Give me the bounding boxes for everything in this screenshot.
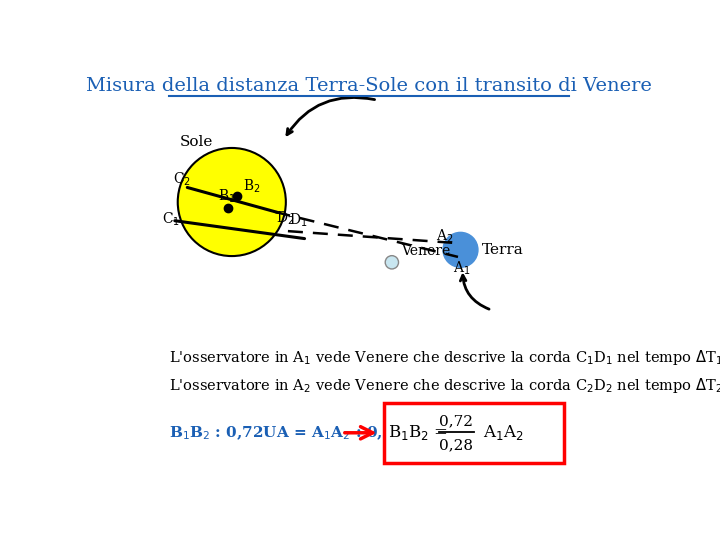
Text: A$_2$: A$_2$ bbox=[436, 227, 454, 245]
Text: Venere: Venere bbox=[401, 244, 450, 258]
Text: L'osservatore in A$_2$ vede Venere che descrive la corda C$_2$D$_2$ nel tempo $\: L'osservatore in A$_2$ vede Venere che d… bbox=[169, 376, 720, 395]
Text: Misura della distanza Terra-Sole con il transito di Venere: Misura della distanza Terra-Sole con il … bbox=[86, 77, 652, 95]
Text: B$_1$B$_2$ : 0,72UA = A$_1$A$_2$ : 0,28UA: B$_1$B$_2$ : 0,72UA = A$_1$A$_2$ : 0,28U… bbox=[169, 424, 431, 442]
Text: C$_1$: C$_1$ bbox=[161, 211, 179, 228]
Circle shape bbox=[443, 232, 478, 267]
Text: A$_1$: A$_1$ bbox=[453, 260, 470, 277]
Text: B$_1$: B$_1$ bbox=[217, 188, 235, 205]
Text: Sole: Sole bbox=[180, 135, 213, 149]
Text: Terra: Terra bbox=[482, 243, 524, 257]
Text: D$_2$: D$_2$ bbox=[276, 210, 294, 227]
FancyBboxPatch shape bbox=[384, 403, 564, 463]
Text: D$_1$: D$_1$ bbox=[289, 212, 307, 230]
Text: A$_1$A$_2$: A$_1$A$_2$ bbox=[483, 423, 524, 442]
Text: L'osservatore in A$_1$ vede Venere che descrive la corda C$_1$D$_1$ nel tempo $\: L'osservatore in A$_1$ vede Venere che d… bbox=[169, 348, 720, 367]
Text: B$_2$: B$_2$ bbox=[243, 178, 261, 195]
Text: C$_2$: C$_2$ bbox=[173, 170, 191, 188]
Text: 0,72: 0,72 bbox=[439, 414, 473, 428]
Circle shape bbox=[178, 148, 286, 256]
Circle shape bbox=[385, 255, 399, 269]
Text: B$_1$B$_2$ =: B$_1$B$_2$ = bbox=[387, 423, 448, 442]
Text: 0,28: 0,28 bbox=[439, 438, 473, 453]
